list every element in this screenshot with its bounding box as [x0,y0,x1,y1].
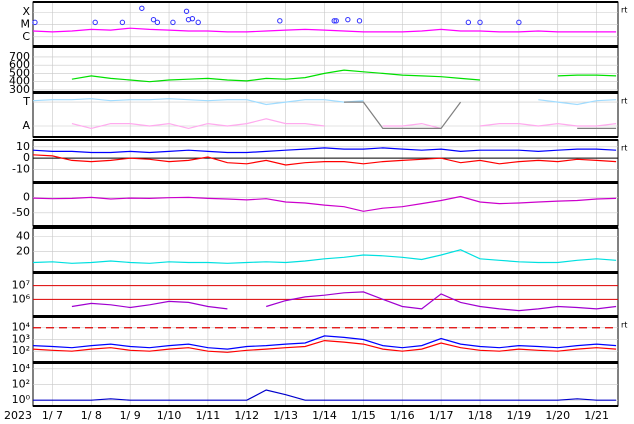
flare-marker [189,15,196,22]
y-tick-label: 10⁷ [12,279,30,292]
y-tick-label: 10⁴ [12,362,31,375]
right-label: rt [621,6,627,15]
right-label: rt [621,321,627,330]
y-tick-label: 10² [12,344,30,357]
series-line [32,195,617,212]
x-tick-label: 1/18 [468,409,493,422]
flare-marker [333,18,339,24]
flare-marker [331,18,337,24]
flare-marker [154,19,161,26]
y-tick-label: 10⁴ [12,321,31,334]
x-tick-label: 1/21 [584,409,609,422]
flare-marker [465,19,472,26]
flare-marker [345,16,351,23]
flare-marker [516,19,522,26]
y-tick-label: 10² [12,378,30,391]
right-label: rt [621,144,627,153]
series-line [71,291,617,312]
y-tick-label: 10³ [12,332,30,345]
panel-frame [32,46,619,93]
x-tick-label: 1/15 [351,409,376,422]
series-line [32,98,617,106]
y-tick-label: 20 [16,244,30,257]
y-tick-label: M [21,18,31,31]
series-line [32,335,617,350]
x-tick-label: 1/20 [545,409,570,422]
y-tick-label: A [22,119,30,132]
x-tick-label: 1/19 [507,409,532,422]
right-label: rt [621,97,627,106]
flare-marker [277,18,283,24]
series-line [32,154,617,166]
y-tick-label: C [22,30,30,43]
panel-frame [32,227,619,273]
x-tick-label: 1/16 [390,409,415,422]
panel-frame [32,182,619,227]
x-tick-label: 1/13 [273,409,298,422]
x-tick-label: 1/12 [234,409,259,422]
series-line [71,118,617,130]
x-tick-label: 1/ 7 [42,409,63,422]
year-label: 2023 [4,409,32,422]
y-tick-label: 500 [9,66,30,79]
flare-marker [356,18,363,24]
series-line [33,389,617,401]
series-line [32,27,617,33]
x-tick-label: 1/ 9 [120,409,141,422]
y-tick-label: -10 [12,163,30,176]
flare-marker [139,5,145,11]
x-tick-label: 1/11 [196,409,221,422]
series-line [32,249,617,264]
y-tick-label: -50 [12,206,30,219]
flare-marker [477,19,483,26]
y-tick-label: 600 [9,58,30,71]
y-tick-label: 10⁰ [12,393,31,406]
flare-marker [32,19,38,26]
series-line [32,147,617,154]
y-tick-label: 40 [16,229,30,242]
y-tick-label: 0 [23,190,30,203]
y-tick-label: 400 [9,75,30,88]
y-tick-label: X [22,5,30,18]
x-tick-label: 1/14 [312,409,337,422]
x-tick-label: 1/ 8 [81,409,102,422]
series-line [71,69,617,83]
y-tick-label: 10⁶ [12,292,31,305]
y-tick-label: T [22,95,30,108]
flare-marker [119,19,126,26]
y-tick-label: 0 [23,151,30,164]
series-line [32,339,617,353]
y-tick-label: 700 [9,50,30,63]
flare-marker [195,19,201,26]
flare-marker [92,19,98,26]
x-tick-label: 1/10 [157,409,182,422]
flare-marker [183,8,190,14]
flare-marker [170,19,176,26]
series-line [344,101,617,129]
y-tick-label: 10 [16,140,30,153]
flare-marker [150,16,157,23]
y-tick-label: 300 [9,83,30,96]
x-tick-label: 1/17 [429,409,454,422]
